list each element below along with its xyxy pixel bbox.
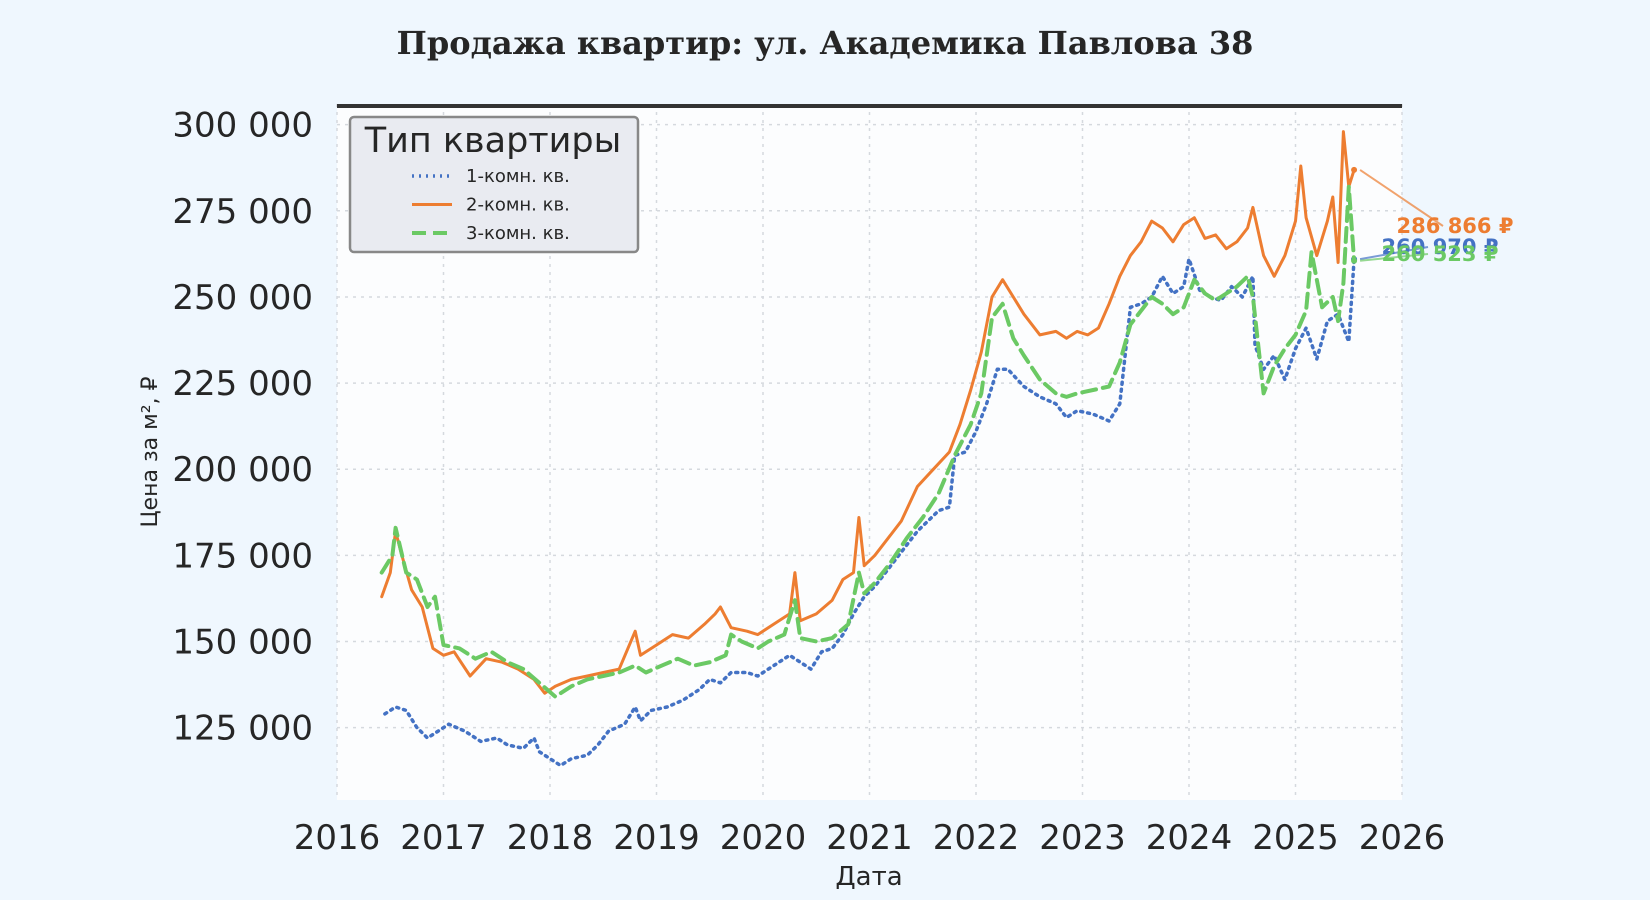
end-labels: 260 970 ₽286 866 ₽ 260 523 ₽ [1359, 169, 1514, 266]
y-tick-label: 250 000 [172, 278, 313, 318]
x-tick-label: 2016 [294, 818, 381, 858]
x-tick-label: 2018 [507, 818, 594, 858]
series-end-point [1351, 166, 1358, 173]
series-end-point [1351, 257, 1358, 264]
y-tick-label: 175 000 [172, 536, 313, 576]
end-label-arrow [1359, 253, 1429, 262]
legend-title: Тип квартиры [364, 121, 622, 161]
x-tick-label: 2021 [826, 818, 913, 858]
x-tick-label: 2025 [1252, 818, 1339, 858]
end-value-label: 260 970 ₽ [1382, 235, 1499, 259]
legend-box [348, 115, 640, 254]
y-tick-label: 275 000 [172, 192, 313, 232]
legend-label: 3-комн. кв. [466, 223, 570, 244]
x-tick-label: 2024 [1146, 818, 1233, 858]
y-tick-label: 150 000 [172, 623, 313, 663]
end-label-arrow [1359, 246, 1429, 261]
series-layer [379, 130, 1358, 768]
x-tick-label: 2022 [933, 818, 1020, 858]
x-tick-label: 2019 [613, 818, 700, 858]
end-label-arrow [1359, 169, 1444, 227]
y-tick-label: 300 000 [172, 106, 313, 146]
end-value-label: 260 523 ₽ [1382, 242, 1499, 266]
x-tick-label: 2026 [1359, 818, 1446, 858]
chart-title: Продажа квартир: ул. Академика Павлова 3… [396, 24, 1254, 62]
x-tick-label: 2020 [720, 818, 807, 858]
y-tick-label: 125 000 [172, 709, 313, 749]
x-tick-label: 2023 [1039, 818, 1126, 858]
y-tick-label: 200 000 [172, 450, 313, 490]
y-tick-label: 225 000 [172, 364, 313, 404]
x-axis-ticks: 2016 2017 2018 2019 2020 2021 2022 2023 2024 2025… [294, 818, 1446, 858]
series-line-3 [379, 184, 1357, 699]
x-axis-label: Дата [835, 862, 902, 892]
legend-label: 1-комн. кв. [466, 166, 570, 187]
legend: Тип квартиры 1-комн. кв. 2-комн. кв. 3-ком… [348, 115, 640, 254]
legend-label: 2-комн. кв. [466, 195, 570, 216]
end-value-label: 286 866 ₽ [1397, 214, 1514, 238]
x-tick-label: 2017 [400, 818, 487, 858]
y-axis-label: Цена за м², ₽ [138, 376, 163, 527]
y-axis-ticks: 125 000 150 000 175 000 200 000 225 000 250 0… [172, 106, 313, 749]
